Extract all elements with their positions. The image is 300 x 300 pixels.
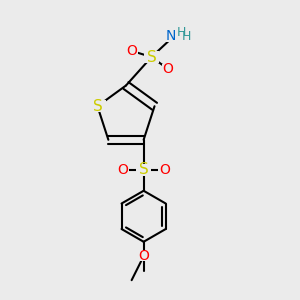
Text: S: S (139, 162, 148, 177)
Text: O: O (159, 163, 170, 177)
FancyBboxPatch shape (116, 164, 129, 175)
Text: O: O (138, 249, 149, 263)
FancyBboxPatch shape (158, 164, 171, 175)
FancyBboxPatch shape (137, 251, 150, 261)
Text: S: S (147, 50, 156, 64)
Text: H: H (176, 26, 186, 39)
Text: N: N (165, 29, 176, 43)
Text: O: O (163, 62, 173, 76)
Text: S: S (93, 99, 102, 114)
Text: O: O (117, 163, 128, 177)
FancyBboxPatch shape (162, 64, 174, 74)
FancyBboxPatch shape (89, 100, 106, 112)
Text: O: O (127, 44, 137, 58)
FancyBboxPatch shape (163, 30, 185, 42)
FancyBboxPatch shape (136, 164, 152, 176)
Text: H: H (182, 29, 191, 43)
FancyBboxPatch shape (126, 46, 138, 56)
FancyBboxPatch shape (144, 51, 159, 63)
